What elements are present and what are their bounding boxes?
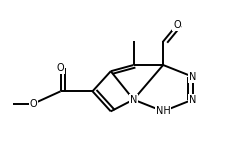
Text: N: N (189, 72, 197, 82)
Text: O: O (173, 20, 181, 30)
Text: NH: NH (156, 106, 171, 116)
Text: N: N (189, 95, 197, 105)
Text: O: O (30, 99, 37, 109)
Text: O: O (57, 63, 64, 73)
Text: N: N (130, 95, 137, 105)
